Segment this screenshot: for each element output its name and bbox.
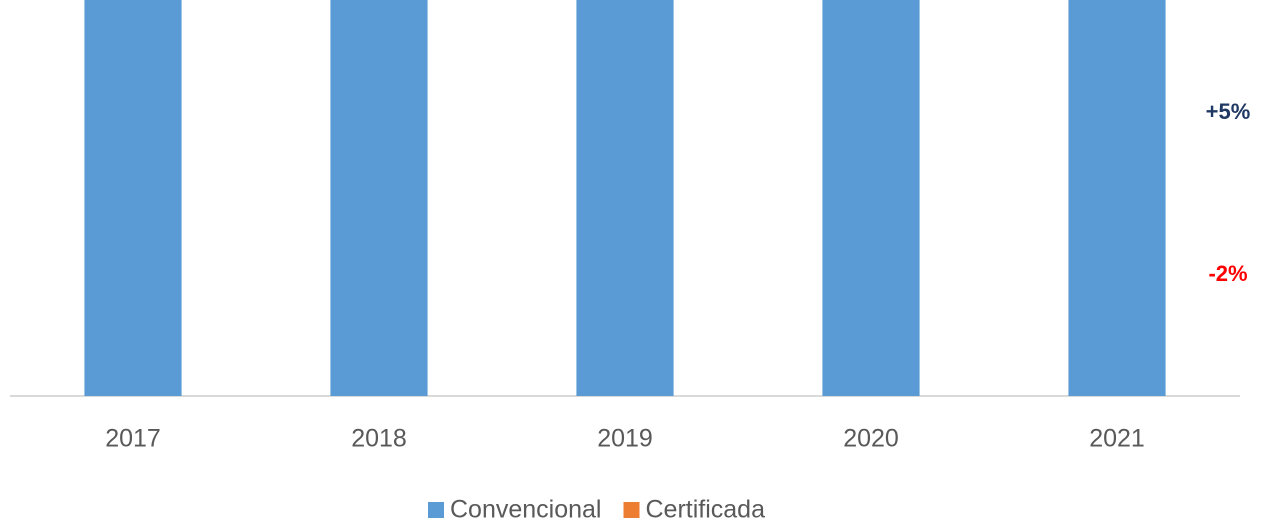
x-tick-label: 2017 xyxy=(105,425,161,453)
annotation: -2% xyxy=(1208,261,1247,286)
bar-segment xyxy=(84,0,182,396)
bar-segment xyxy=(330,0,428,396)
x-tick-label: 2020 xyxy=(843,425,899,453)
x-tick-label: 2019 xyxy=(597,425,653,453)
legend-label: Convencional xyxy=(450,496,602,524)
x-tick-label: 2018 xyxy=(351,425,407,453)
bar-segment xyxy=(822,0,920,396)
legend-swatch xyxy=(623,502,640,518)
bar-segment xyxy=(576,0,674,396)
legend-swatch xyxy=(428,502,444,518)
legend-label: Certificada xyxy=(646,496,766,524)
x-tick-label: 2021 xyxy=(1089,425,1145,453)
bar-segment xyxy=(1068,0,1166,397)
annotation: +5% xyxy=(1206,99,1251,124)
